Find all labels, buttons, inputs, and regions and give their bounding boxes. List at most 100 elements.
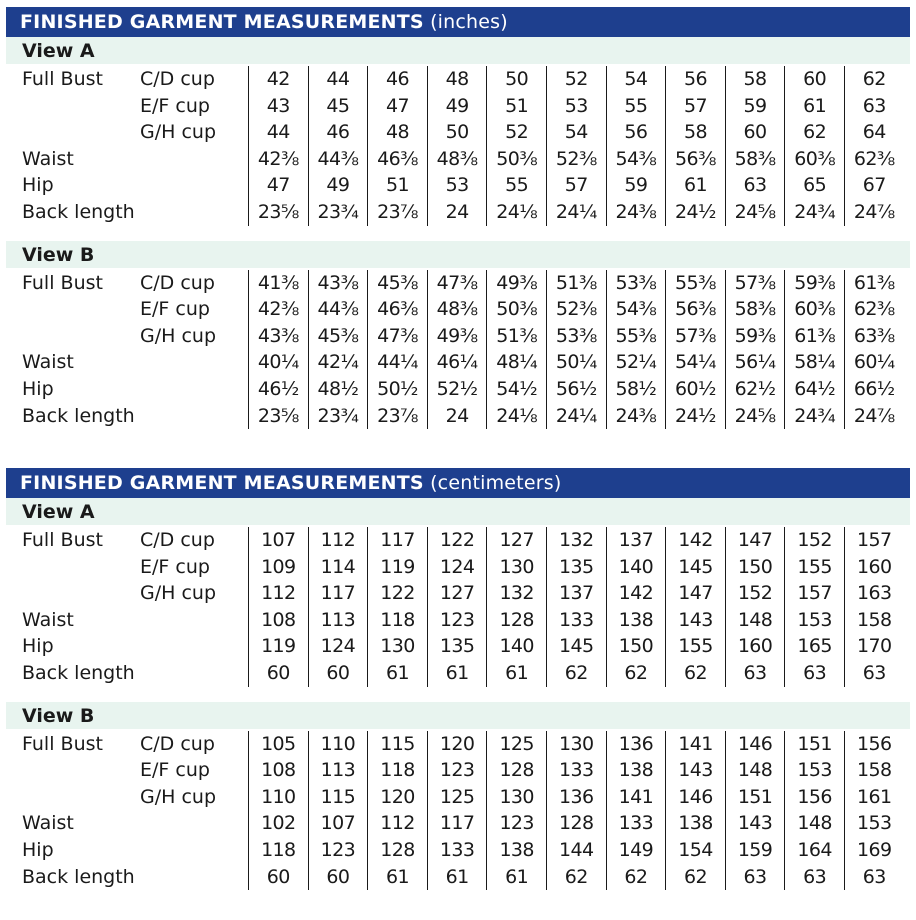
table-cell: 54½ [486, 375, 546, 403]
row-sublabel: C/D cup [140, 68, 215, 90]
table-cell: 152 [724, 580, 785, 607]
table-cell: 110 [248, 783, 308, 811]
table-cell: 56 [665, 66, 725, 93]
table-cell: 24¾ [784, 198, 844, 226]
table-cell: 143 [665, 757, 725, 784]
table-cell: 60⅜ [784, 296, 844, 323]
table-row: E/F cup 109 114 119 124 130 135 140 145 150 155 160 [6, 553, 910, 581]
table-cell: 62 [605, 659, 666, 687]
row-label: Waist [22, 351, 74, 374]
table-cell: 45 [307, 92, 368, 120]
table-cell: 48 [367, 119, 427, 146]
table-row: Waist 40¼ 42¼ 44¼ 46¼ 48¼ 50¼ 52¼ 54¼ 56¼ 58¼ 60¼ [6, 349, 910, 376]
table-cell: 136 [605, 730, 666, 758]
table-cell: 118 [248, 836, 308, 864]
table-cell: 46 [367, 66, 427, 93]
table-cell: 108 [248, 606, 308, 634]
table-cell: 56¼ [724, 349, 785, 376]
table-cell: 62 [605, 863, 666, 891]
table-row: Back length 60 60 61 61 61 62 62 62 63 63 63 [6, 659, 910, 687]
table-cell: 63 [724, 863, 785, 891]
table-cell: 117 [367, 527, 427, 554]
table-cell: 114 [307, 553, 368, 581]
table-cell: 63 [843, 863, 904, 891]
table-cell: 46⅜ [367, 296, 427, 323]
table-cell: 60 [248, 659, 308, 687]
table-cell: 57⅜ [724, 269, 785, 297]
table-cell: 158 [843, 757, 904, 784]
table-cell: 46¼ [426, 349, 487, 376]
table-cell: 120 [367, 783, 427, 811]
table-cell: 128 [545, 810, 606, 837]
table-cell: 112 [248, 580, 308, 607]
table-cell: 133 [545, 757, 606, 784]
table-cell: 138 [605, 757, 666, 784]
table-row: Hip 119 124 130 135 140 145 150 155 160 165 170 [6, 633, 910, 660]
table-cell: 160 [724, 633, 785, 660]
table-cell: 136 [545, 783, 606, 811]
row-label [6, 296, 140, 323]
table-cell: 147 [724, 527, 785, 554]
table-cell: 109 [248, 553, 308, 581]
table-cell: 123 [426, 757, 487, 784]
row-sublabel: G/H cup [140, 785, 216, 808]
table-cell: 23⅝ [248, 402, 308, 430]
table-cell: 47 [248, 172, 308, 199]
table-cell: 57 [545, 172, 606, 199]
table-cell: 53⅜ [545, 322, 606, 350]
table-cell: 152 [784, 527, 844, 554]
table-cell: 48½ [307, 375, 368, 403]
table-cell: 62 [665, 863, 725, 891]
table-cell: 46 [307, 119, 368, 146]
row-sublabel [140, 810, 248, 837]
table-row: Back length 23⅝ 23¾ 23⅞ 24 24⅛ 24¼ 24⅜ 24½ 24⅝ 24¾… [6, 198, 910, 226]
table-cell: 169 [843, 836, 904, 864]
table-cell: 48 [426, 66, 487, 93]
table-cell: 24⅞ [843, 198, 904, 226]
table-cell: 53⅜ [605, 269, 666, 297]
table-cell: 50 [426, 119, 487, 146]
table-cell: 138 [486, 836, 546, 864]
table-cell: 119 [248, 633, 308, 660]
table-cell: 45⅜ [367, 269, 427, 297]
table-cell: 122 [367, 580, 427, 607]
table-cell: 61 [784, 92, 844, 120]
table-row: Hip 47 49 51 53 55 57 59 61 63 65 67 [6, 172, 910, 199]
table-cell: 24⅝ [724, 198, 785, 226]
table-row: Waist 108 113 118 123 128 133 138 143 148 153 158 [6, 606, 910, 634]
table-cell: 58⅜ [724, 296, 785, 323]
row-sublabel: G/H cup [140, 582, 216, 605]
table-cell: 107 [307, 810, 368, 837]
measurement-section: FINISHED GARMENT MEASUREMENTS (centimete… [6, 468, 910, 891]
table-cell: 127 [426, 580, 487, 607]
table-cell: 148 [784, 810, 844, 837]
table-cell: 117 [426, 810, 487, 837]
table-cell: 135 [545, 553, 606, 581]
table-cell: 67 [843, 172, 904, 199]
table-cell: 54 [545, 119, 606, 146]
table-row: Waist 102 107 112 117 123 128 133 138 143 148 153 [6, 810, 910, 837]
table-cell: 66½ [843, 375, 904, 403]
table-cell: 47⅜ [367, 322, 427, 350]
table-cell: 61 [486, 659, 546, 687]
table-cell: 44⅜ [307, 145, 368, 173]
table-cell: 133 [545, 606, 606, 634]
table-cell: 138 [605, 606, 666, 634]
table-cell: 115 [307, 783, 368, 811]
table-cell: 143 [724, 810, 785, 837]
row-label: Hip [22, 377, 54, 400]
table-cell: 130 [486, 783, 546, 811]
row-sublabel [140, 199, 248, 226]
table-cell: 63 [724, 659, 785, 687]
table-cell: 23¾ [307, 402, 368, 430]
row-label: Full Bust [22, 732, 103, 755]
row-sublabel [140, 607, 248, 634]
table-cell: 52 [486, 119, 546, 146]
table-cell: 108 [248, 757, 308, 784]
table-cell: 119 [367, 553, 427, 581]
row-sublabel [140, 633, 248, 660]
section-title: FINISHED GARMENT MEASUREMENTS [20, 472, 424, 494]
table-cell: 141 [665, 730, 725, 758]
table-cell: 54⅜ [605, 145, 666, 173]
table-cell: 62⅜ [843, 296, 904, 323]
